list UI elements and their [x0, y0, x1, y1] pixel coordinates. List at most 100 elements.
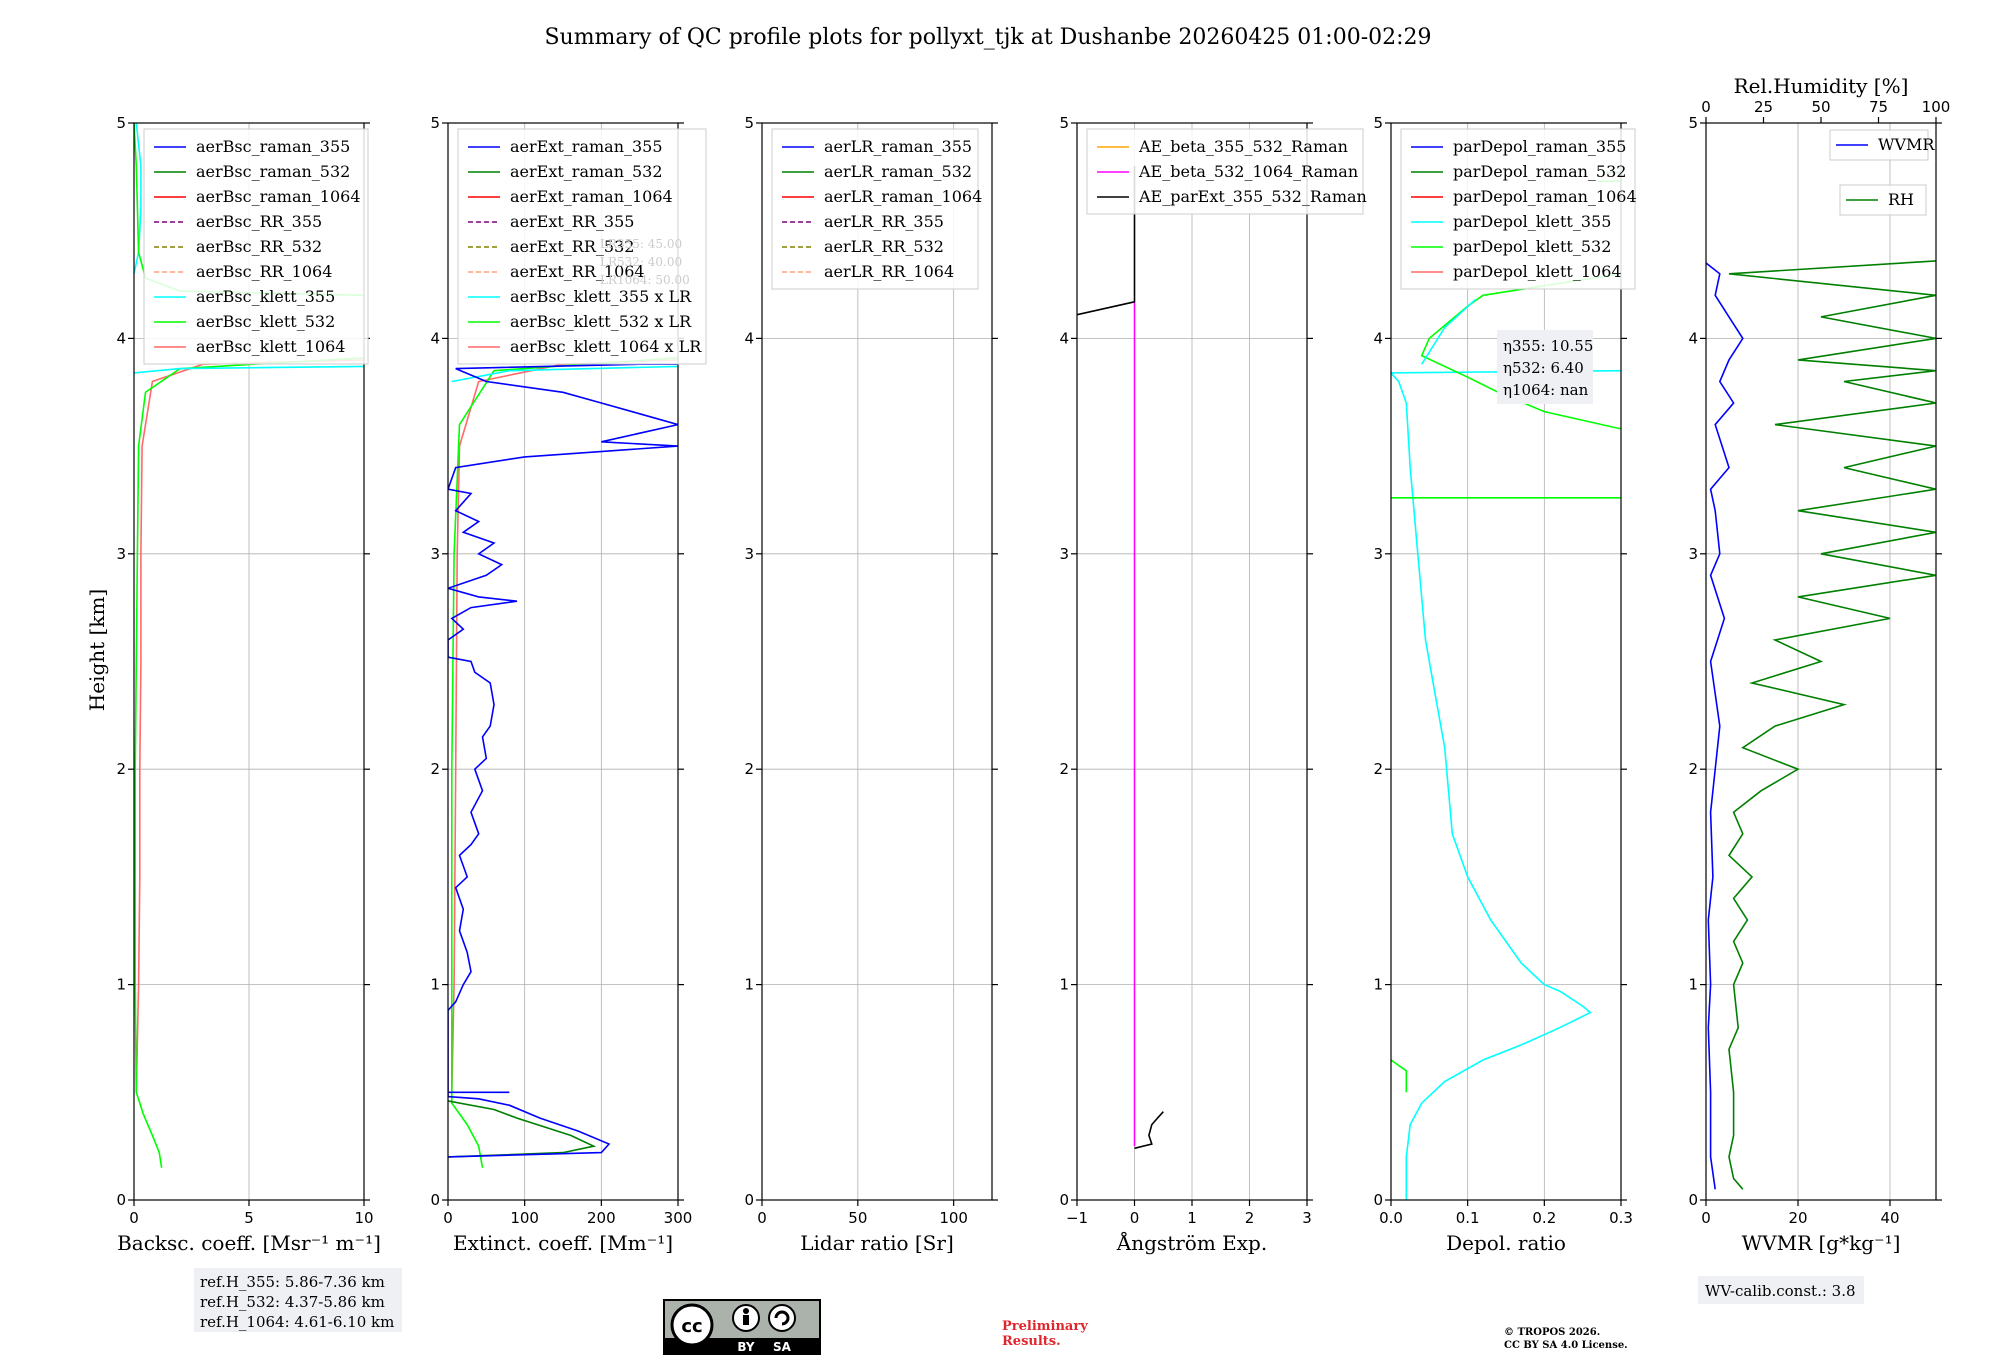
series-RH [1727, 260, 1936, 1190]
y-tick-label: 5 [1059, 114, 1069, 132]
legend-label: aerLR_RR_532 [824, 237, 944, 256]
legend-label: aerLR_raman_355 [824, 137, 972, 156]
series-parDepol_klett_532 [1391, 1059, 1408, 1093]
legend-label: aerExt_raman_1064 [510, 187, 673, 206]
y-tick-label: 2 [744, 760, 754, 778]
y-tick-label: 1 [744, 976, 754, 994]
ref-height-1064: ref.H_1064: 4.61-6.10 km [200, 1313, 394, 1331]
depol-annotation-box [1497, 330, 1593, 404]
legend-label: parDepol_raman_532 [1453, 162, 1626, 181]
y-tick-label: 1 [116, 976, 126, 994]
legend-label: parDepol_raman_1064 [1453, 187, 1637, 206]
sa-icon [768, 1304, 796, 1332]
x-tick-label: −1 [1066, 1209, 1088, 1227]
y-tick-label: 0 [1373, 1191, 1383, 1209]
y-tick-label: 0 [1688, 1191, 1698, 1209]
y-tick-label: 1 [1688, 976, 1698, 994]
y-tick-label: 3 [1688, 545, 1698, 563]
axes-frame [1390, 122, 1622, 1201]
cc-symbol: cc [681, 1316, 702, 1337]
legend-label: aerLR_raman_1064 [824, 187, 982, 206]
legend-label: parDepol_klett_1064 [1453, 262, 1622, 281]
cc-license-badge: cc BY SA [663, 1299, 821, 1355]
series-aerBsc_klett_355 [134, 365, 364, 374]
legend-label: aerExt_RR_532 [510, 237, 634, 256]
legend-label: WVMR [1878, 135, 1935, 154]
x-axis-label: Lidar ratio [Sr] [800, 1231, 954, 1255]
x-tick-label: 100 [510, 1209, 539, 1227]
depol-annotation-text: η532: 6.40 [1503, 359, 1584, 377]
legend-label: AE_beta_355_532_Raman [1138, 137, 1348, 156]
axes-frame [447, 122, 679, 1201]
x-axis-label: Ångström Exp. [1116, 1230, 1267, 1255]
legend-box [457, 128, 707, 365]
y-tick-label: 5 [1688, 114, 1698, 132]
legend-label: aerExt_RR_1064 [510, 262, 645, 281]
top-tick-label: 100 [1922, 98, 1951, 116]
legend-label: aerBsc_klett_532 x LR [510, 312, 692, 331]
y-tick-label: 3 [430, 545, 440, 563]
legend-label: AE_parExt_355_532_Raman [1138, 187, 1367, 206]
top-tick-label: 0 [1701, 98, 1711, 116]
series-aerBsc_klett_355_upper [134, 123, 142, 274]
series-aerExt_raman_532 [448, 1100, 597, 1158]
legend-label: aerBsc_klett_1064 x LR [510, 337, 702, 356]
copyright-line-2: CC BY SA 4.0 License. [1504, 1340, 1628, 1351]
lr-annotation-text: LR532: 40.00 [600, 255, 682, 269]
y-tick-label: 3 [1059, 545, 1069, 563]
legend-box [1086, 128, 1364, 215]
x-tick-label: 0.3 [1609, 1209, 1633, 1227]
y-tick-label: 1 [1059, 976, 1069, 994]
legend-label: aerBsc_klett_355 x LR [510, 287, 692, 306]
y-tick-label: 3 [744, 545, 754, 563]
depol-annotation-text: η355: 10.55 [1503, 337, 1593, 355]
series-parDepol_klett_355 [1391, 369, 1621, 1200]
top-tick-label: 75 [1869, 98, 1888, 116]
legend-box [771, 128, 979, 290]
series-AE_parExt_355_532_Raman_low [1134, 1111, 1164, 1150]
preliminary-label-1: Preliminary [1002, 1319, 1088, 1334]
x-tick-label: 0 [1701, 1209, 1711, 1227]
preliminary-label-2: Results. [1002, 1334, 1061, 1349]
x-tick-label: 0.1 [1456, 1209, 1480, 1227]
y-tick-label: 3 [1373, 545, 1383, 563]
y-axis-label: Height [km] [85, 589, 109, 711]
lr-annotation: LR355: 45.00 LR532: 40.00 LR1064: 50.00 [600, 237, 690, 287]
x-tick-label: 0 [129, 1209, 139, 1227]
x-tick-label: 10 [354, 1209, 373, 1227]
panel-1: 0 5 10 0 1 2 3 4 5 Backsc. coeff. [Msr⁻¹ m⁻¹] aerB… [116, 114, 380, 1255]
series-parDepol_klett_355_upper [1421, 299, 1476, 365]
ref-height-box: ref.H_355: 5.86-7.36 km ref.H_532: 4.37-… [194, 1268, 402, 1332]
x-tick-label: 5 [244, 1209, 254, 1227]
x-axis-label: Depol. ratio [1446, 1231, 1566, 1255]
x-tick-label: 200 [587, 1209, 616, 1227]
x-tick-label: 0 [1130, 1209, 1140, 1227]
y-tick-label: 5 [430, 114, 440, 132]
series-aerBsc_klett_532 x LR [450, 357, 678, 1168]
by-label: BY [737, 1340, 754, 1354]
panel-5: 0.0 0.1 0.2 0.3 0 1 2 3 4 5 Depol. ratio parDepol_r… [1373, 114, 1636, 1255]
panel-6: 0 20 40 0 1 2 3 4 5 WVMR [g*kg⁻¹] 0 25 50 75 100 Rel.Hu… [1688, 74, 1950, 1255]
legend-label: aerBsc_RR_532 [196, 237, 322, 256]
lr-annotation-text: LR355: 45.00 [600, 237, 682, 251]
legend-label: aerLR_RR_355 [824, 212, 944, 231]
y-tick-label: 0 [744, 1191, 754, 1209]
y-tick-label: 4 [1059, 329, 1069, 347]
y-tick-label: 4 [744, 329, 754, 347]
x-tick-label: 1 [1187, 1209, 1197, 1227]
y-tick-label: 0 [430, 1191, 440, 1209]
x-tick-label: 0 [757, 1209, 767, 1227]
wv-calib-box: WV-calib.const.: 3.8 [1698, 1276, 1864, 1304]
legend-box [1400, 128, 1636, 290]
top-tick-label: 50 [1811, 98, 1830, 116]
series-WVMR [1706, 262, 1744, 1190]
y-tick-label: 5 [116, 114, 126, 132]
x-tick-label: 300 [664, 1209, 693, 1227]
y-tick-label: 5 [744, 114, 754, 132]
x-axis-label: Extinct. coeff. [Mm⁻¹] [453, 1231, 673, 1255]
legend-label: AE_beta_532_1064_Raman [1138, 162, 1358, 181]
series-parDepol_klett_532_upper [1420, 273, 1621, 430]
depol-annotation-text: η1064: nan [1503, 381, 1589, 399]
legend-label: aerExt_RR_355 [510, 212, 634, 231]
